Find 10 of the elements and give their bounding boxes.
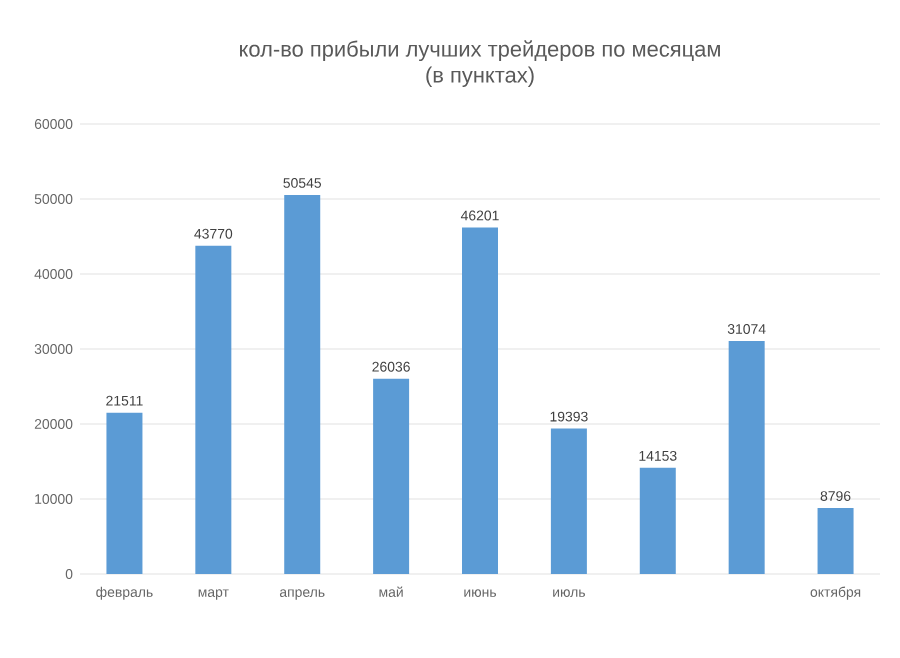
bar [106,412,143,574]
bar [817,508,854,574]
chart-title: кол-во прибыли лучших трейдеров по месяцам (в пунктах) [240,40,720,87]
bar [373,378,410,574]
bar [728,340,765,574]
bar [550,428,587,574]
bar [284,194,321,574]
bar [195,245,232,574]
bar [462,227,498,574]
bar [639,467,676,574]
